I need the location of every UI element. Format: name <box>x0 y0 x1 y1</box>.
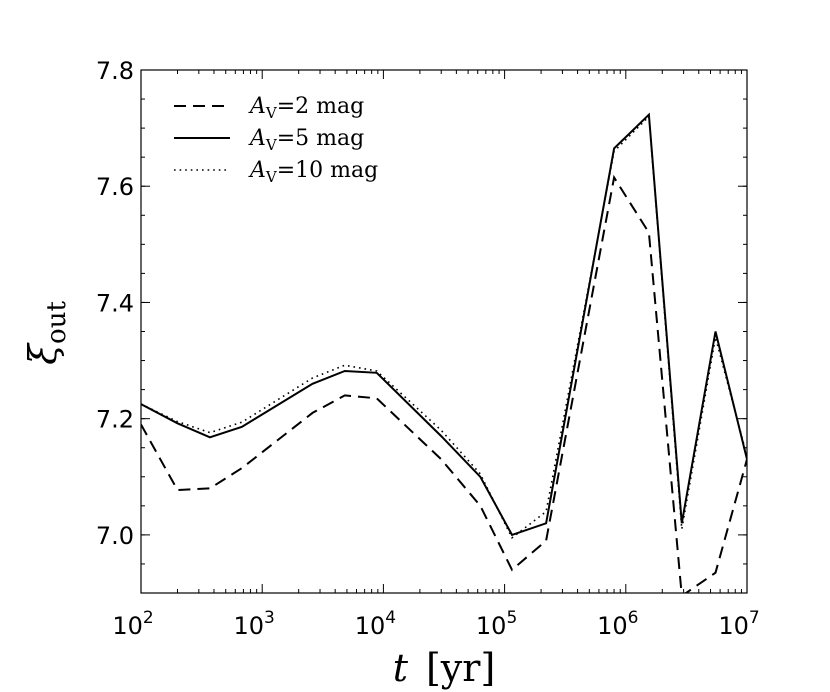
series-line-solid <box>141 112 747 537</box>
x-tick-label: 107 <box>718 608 759 640</box>
x-tick-label: 106 <box>597 608 638 640</box>
y-tick-label: 7.6 <box>96 173 134 201</box>
x-tick-label: 102 <box>112 608 153 640</box>
x-tick-label: 105 <box>476 608 517 640</box>
plot-frame <box>140 69 748 594</box>
legend-label: AV=5 mag <box>248 126 364 154</box>
y-tick-label: 7.2 <box>96 406 134 434</box>
y-axis-label-subscript: out <box>42 301 72 344</box>
series-line-dashed <box>141 174 747 593</box>
y-axis-label-symbol: ξ <box>21 342 65 365</box>
legend-label: AV=2 mag <box>248 94 364 122</box>
series-line-dotted <box>141 114 747 540</box>
y-tick-label: 7.4 <box>96 289 134 317</box>
y-tick-label: 7.8 <box>96 57 134 85</box>
x-tick-label: 104 <box>355 608 396 640</box>
x-axis-label-var: t <box>393 646 409 690</box>
x-axis-label-unit: [yr] <box>426 646 495 690</box>
x-tick-label: 103 <box>234 608 275 640</box>
legend-label: AV=10 mag <box>248 158 378 186</box>
x-axis-label: t [yr] <box>393 646 496 690</box>
y-axis-label: ξout <box>21 301 72 365</box>
y-tick-label: 7.0 <box>96 522 134 550</box>
